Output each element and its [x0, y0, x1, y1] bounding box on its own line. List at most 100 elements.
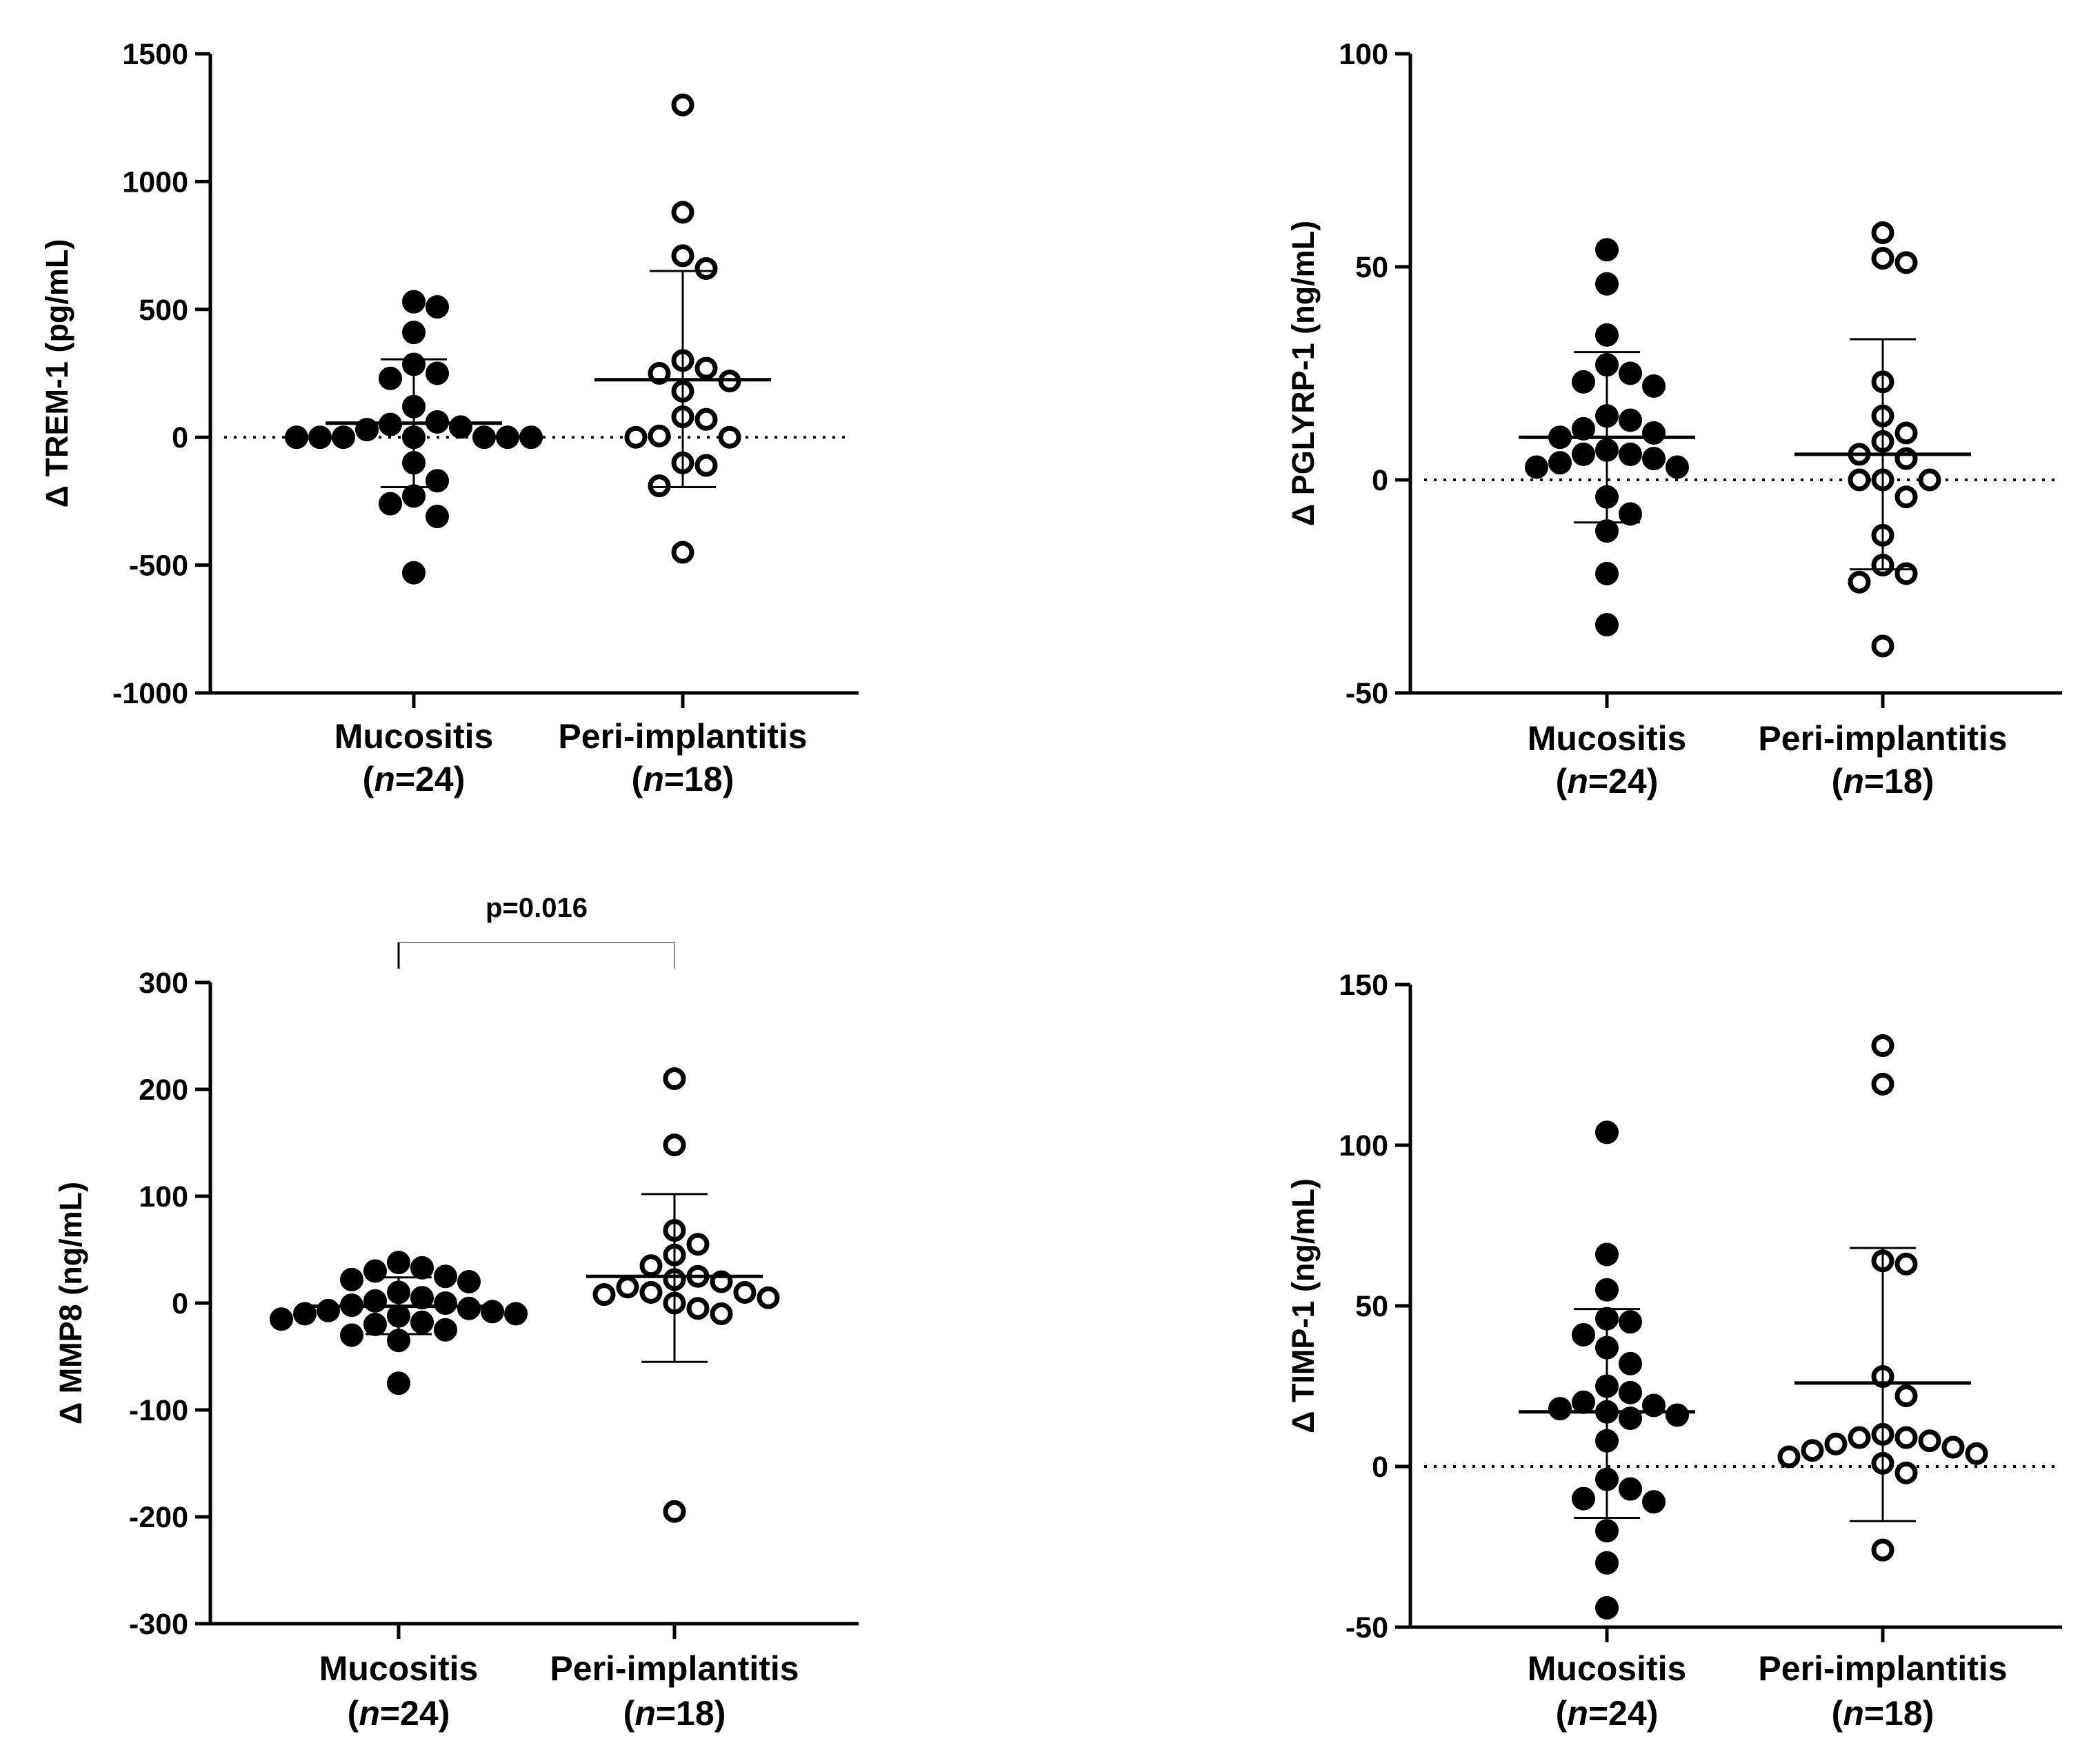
data-point — [1548, 451, 1572, 475]
data-point — [648, 474, 671, 498]
data-point — [379, 492, 402, 516]
data-point — [285, 425, 308, 450]
y-tick-label: 100 — [1339, 1129, 1388, 1162]
data-point — [402, 290, 426, 314]
data-point — [457, 1270, 481, 1293]
group-label: Peri-implantitis — [1758, 719, 2007, 758]
panel-timp1: -50 0 50 100 150 Δ TIMP-1 (ng/mL) Mucositis (n=… — [1286, 969, 2062, 1733]
y-tick-label: 100 — [1339, 38, 1388, 71]
data-point — [1595, 272, 1619, 296]
data-point — [1572, 442, 1595, 466]
data-point — [1777, 1445, 1801, 1469]
panel-mmp8: -300 -200 -100 0 100 200 300 Δ MMP8 (ng/mL) p=0.… — [53, 893, 859, 1733]
data-point — [1871, 221, 1894, 245]
data-point — [1666, 455, 1689, 479]
panel-pglyrp1: -50 0 50 100 Δ PGLYRP-1 (ng/mL) Mucositis (n=2… — [1286, 38, 2062, 800]
data-point — [1619, 1351, 1642, 1375]
data-point — [710, 1302, 733, 1325]
data-point — [648, 362, 671, 385]
group-n-label: (n=24) — [1556, 762, 1659, 800]
group-n-label: (n=18) — [623, 1694, 726, 1733]
data-point — [639, 1281, 663, 1304]
y-axis-title: Δ TIMP-1 (ng/mL) — [1286, 1178, 1321, 1433]
panel-trem1: -1000 -500 0 500 1000 1500 Δ TREM-1 (pg/mL) Muc… — [39, 38, 859, 798]
data-point — [757, 1286, 780, 1309]
data-point — [1894, 1426, 1918, 1449]
data-point — [1525, 455, 1548, 479]
group-n-label: (n=18) — [1832, 762, 1934, 800]
data-point — [1871, 1034, 1894, 1058]
data-point — [1572, 416, 1595, 441]
y-tick-label: 50 — [1355, 1290, 1388, 1323]
data-point — [1619, 1310, 1642, 1334]
data-point — [293, 1302, 317, 1326]
group-label: Mucositis — [1528, 719, 1687, 758]
data-point — [1871, 1072, 1894, 1096]
data-point — [1666, 1403, 1689, 1427]
data-point — [1894, 1252, 1918, 1276]
data-point — [472, 425, 496, 450]
group-n-label: (n=24) — [348, 1694, 450, 1733]
data-point — [1894, 485, 1918, 509]
data-point — [402, 321, 426, 345]
data-point — [387, 1251, 410, 1275]
data-point — [1894, 1461, 1918, 1484]
y-tick-label: 500 — [139, 294, 188, 327]
y-tick-label: 1000 — [122, 165, 188, 199]
data-point — [1595, 1551, 1619, 1575]
y-tick-label: 300 — [139, 967, 188, 1000]
data-point — [1918, 468, 1941, 492]
data-point — [718, 425, 741, 449]
data-point — [457, 1296, 481, 1320]
data-point — [402, 484, 426, 508]
data-point — [434, 1264, 457, 1289]
data-point — [426, 505, 449, 529]
data-point — [1918, 1429, 1941, 1453]
y-tick-label: -50 — [1346, 1611, 1388, 1644]
data-point — [519, 425, 543, 450]
y-tick-label: 0 — [172, 421, 188, 454]
data-point — [616, 1276, 639, 1299]
y-tick-label: 150 — [1339, 969, 1388, 1002]
data-point — [1619, 502, 1642, 526]
data-point — [434, 1291, 457, 1315]
data-point — [426, 469, 449, 493]
data-point — [1894, 251, 1918, 274]
data-point — [1595, 323, 1619, 347]
data-point — [663, 1067, 686, 1090]
data-point — [1894, 447, 1918, 470]
data-point — [379, 366, 402, 390]
data-point — [624, 425, 648, 449]
data-point — [1595, 1278, 1619, 1302]
y-tick-label: 50 — [1355, 251, 1388, 284]
data-point — [694, 356, 718, 380]
data-point — [1642, 1490, 1666, 1514]
data-point — [1642, 447, 1666, 471]
group-label: Peri-implantitis — [558, 717, 807, 756]
data-point — [686, 1233, 710, 1256]
group-n-label: (n=24) — [363, 760, 466, 798]
data-point — [1871, 634, 1894, 658]
y-tick-label: 1500 — [122, 38, 188, 71]
data-point — [686, 1297, 710, 1320]
data-point — [671, 541, 694, 564]
data-point — [1619, 1380, 1642, 1404]
y-tick-label: 200 — [139, 1073, 188, 1107]
data-point — [1941, 1435, 1965, 1459]
data-point — [648, 424, 671, 447]
data-point — [426, 295, 449, 319]
y-tick-label: 0 — [1372, 1451, 1388, 1484]
data-point — [694, 454, 718, 477]
data-point — [332, 425, 355, 450]
group-label: Mucositis — [319, 1649, 479, 1688]
data-point — [1595, 238, 1619, 262]
group-n-label: (n=18) — [632, 760, 734, 798]
y-tick-label: 0 — [1372, 464, 1388, 497]
significance-label: p=0.016 — [486, 893, 588, 923]
data-point — [504, 1302, 528, 1326]
data-point — [1572, 1322, 1595, 1347]
y-tick-label: -200 — [129, 1501, 188, 1534]
data-point — [671, 244, 694, 268]
data-point — [1871, 1538, 1894, 1562]
